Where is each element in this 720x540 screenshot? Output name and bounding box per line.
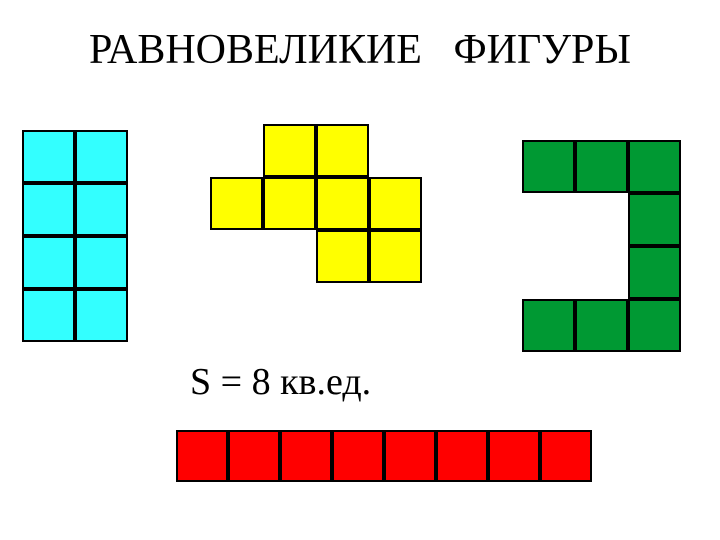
grid-cell [628,246,681,299]
page-title: РАВНОВЕЛИКИЕ ФИГУРЫ [0,26,720,74]
grid-cell [228,430,280,482]
grid-cell [332,430,384,482]
grid-cell [210,177,263,230]
grid-cell [436,430,488,482]
grid-cell [22,183,75,236]
stage: РАВНОВЕЛИКИЕ ФИГУРЫ S = 8 кв.ед. [0,0,720,540]
grid-cell [75,183,128,236]
grid-cell [369,177,422,230]
grid-cell [316,177,369,230]
grid-cell [522,140,575,193]
grid-cell [22,289,75,342]
grid-cell [263,177,316,230]
grid-cell [575,140,628,193]
grid-cell [263,124,316,177]
grid-cell [540,430,592,482]
grid-cell [575,299,628,352]
grid-cell [75,289,128,342]
grid-cell [316,230,369,283]
grid-cell [280,430,332,482]
grid-cell [488,430,540,482]
grid-cell [628,140,681,193]
grid-cell [176,430,228,482]
grid-cell [75,236,128,289]
grid-cell [628,193,681,246]
grid-cell [522,299,575,352]
grid-cell [75,130,128,183]
grid-cell [22,236,75,289]
grid-cell [384,430,436,482]
area-label: S = 8 кв.ед. [190,360,371,404]
grid-cell [22,130,75,183]
grid-cell [316,124,369,177]
grid-cell [628,299,681,352]
grid-cell [369,230,422,283]
